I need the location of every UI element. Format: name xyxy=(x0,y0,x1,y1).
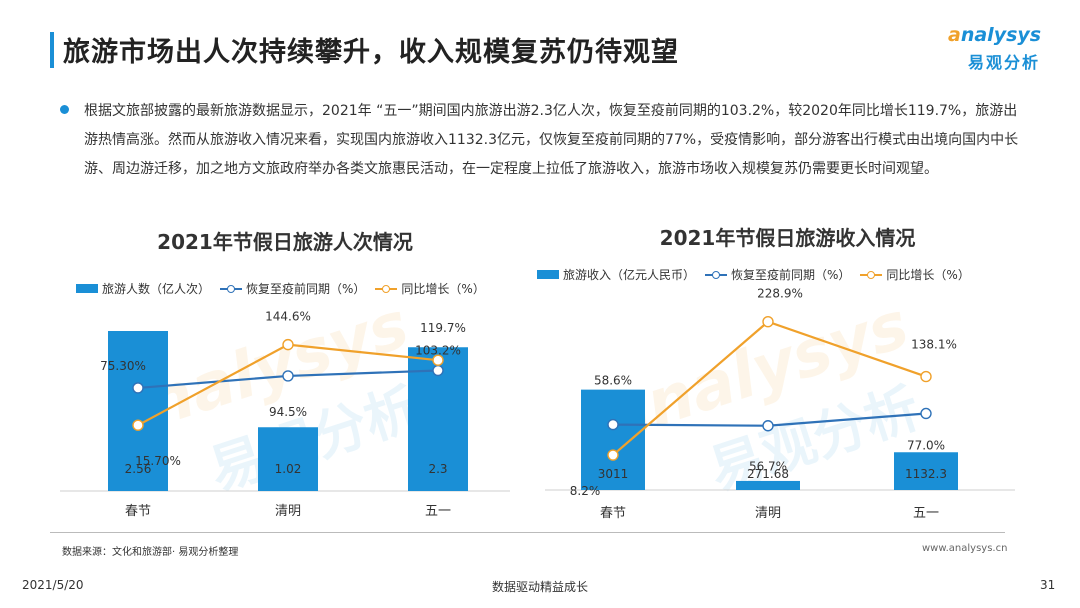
bar-value-label-1: 271.68 xyxy=(747,467,789,481)
recovery-point-0 xyxy=(132,382,144,394)
bar-value-label-0: 2.56 xyxy=(125,462,152,476)
recovery-point-2 xyxy=(920,407,932,420)
recovery-point-1 xyxy=(762,420,774,432)
growth-value-label-2: 119.7% xyxy=(420,321,466,335)
growth-point-0 xyxy=(607,449,619,461)
category-label-2: 五一 xyxy=(913,506,939,521)
page-title: 旅游市场出人次持续攀升，收入规模复苏仍待观望 xyxy=(63,37,679,68)
growth-value-label-1: 228.9% xyxy=(757,287,803,301)
legend-recovery-label: 恢复至疫前同期（%） xyxy=(731,268,851,282)
legend-recovery-swatch xyxy=(705,270,728,279)
logo-chinese: 易观分析 xyxy=(968,53,1041,72)
website-link[interactable]: www.analysys.cn xyxy=(922,543,1008,554)
logo-wordmark: analysys xyxy=(948,24,1042,46)
growth-point-0 xyxy=(132,419,144,431)
report-date: 2021/5/20 xyxy=(22,578,84,592)
growth-line xyxy=(612,320,927,456)
bar-value-label-1: 1.02 xyxy=(275,462,302,476)
recovery-value-label-2: 103.2% xyxy=(415,344,461,358)
category-label-0: 春节 xyxy=(125,504,151,519)
recovery-value-label-0: 58.6% xyxy=(594,374,632,388)
growth-value-label-0: 15.70% xyxy=(135,454,181,468)
legend-growth-label: 同比增长（%） xyxy=(886,268,970,282)
growth-value-label-0: 8.2% xyxy=(570,484,601,498)
legend-bar-swatch xyxy=(537,270,559,279)
footer-slogan: 数据驱动精益成长 xyxy=(491,580,588,594)
left-chart-title: 2021年节假日旅游人次情况 xyxy=(157,230,413,254)
growth-point-1 xyxy=(762,316,774,328)
recovery-value-label-0: 75.30% xyxy=(100,359,146,373)
right-chart-legend: 旅游收入（亿元人民币） 恢复至疫前同期（%） 同比增长（%） xyxy=(537,266,980,283)
legend-bar-item: 旅游人数（亿人次） xyxy=(76,280,210,297)
recovery-value-label-1: 94.5% xyxy=(269,405,307,419)
growth-point-1 xyxy=(282,338,294,351)
category-label-2: 五一 xyxy=(425,504,451,519)
legend-recovery-label: 恢复至疫前同期（%） xyxy=(246,282,366,296)
recovery-value-label-2: 77.0% xyxy=(907,438,945,452)
bar-1 xyxy=(736,480,800,490)
left-chart-legend: 旅游人数（亿人次） 恢复至疫前同期（%） 同比增长（%） xyxy=(76,280,495,297)
bar-value-label-2: 1132.3 xyxy=(905,467,947,481)
legend-bar-label: 旅游收入（亿元人民币） xyxy=(563,268,696,282)
category-label-0: 春节 xyxy=(600,506,626,521)
legend-recovery-swatch xyxy=(220,284,243,293)
legend-growth-item: 同比增长（%） xyxy=(375,280,485,297)
category-label-1: 清明 xyxy=(755,506,781,521)
legend-growth-item: 同比增长（%） xyxy=(860,266,970,283)
summary-paragraph: 根据文旅部披露的最新旅游数据显示，2021年 “五一”期间国内旅游出游2.3亿人… xyxy=(84,103,1019,177)
legend-bar-swatch xyxy=(76,284,98,293)
legend-recovery-item: 恢复至疫前同期（%） xyxy=(220,280,365,297)
bar-value-label-0: 3011 xyxy=(598,467,629,481)
recovery-point-2 xyxy=(432,364,444,377)
legend-recovery-item: 恢复至疫前同期（%） xyxy=(705,266,850,283)
recovery-value-label-1: 56.7% xyxy=(749,460,787,474)
bar-value-label-2: 2.3 xyxy=(428,462,447,476)
legend-bar-label: 旅游人数（亿人次） xyxy=(102,282,211,296)
growth-value-label-1: 144.6% xyxy=(265,310,311,324)
data-source: 数据来源：文化和旅游部· 易观分析整理 xyxy=(62,547,239,558)
growth-point-2 xyxy=(432,354,444,366)
legend-growth-label: 同比增长（%） xyxy=(401,282,485,296)
growth-value-label-2: 138.1% xyxy=(911,338,957,352)
legend-growth-swatch xyxy=(860,270,883,279)
footer-divider xyxy=(50,532,1005,533)
bullet-icon xyxy=(60,105,69,114)
legend-bar-item: 旅游收入（亿元人民币） xyxy=(537,266,695,283)
bar-0 xyxy=(108,331,168,491)
page-number: 31 xyxy=(1040,578,1056,592)
analysys-logo: analysys 易观分析 xyxy=(948,24,1060,74)
bar-1 xyxy=(258,427,318,491)
recovery-point-1 xyxy=(282,370,294,382)
title-accent-bar xyxy=(50,32,54,68)
category-label-1: 清明 xyxy=(275,504,301,519)
right-chart-title: 2021年节假日旅游收入情况 xyxy=(659,226,916,250)
legend-growth-swatch xyxy=(375,284,398,293)
recovery-point-0 xyxy=(607,418,619,431)
bar-2 xyxy=(894,452,958,490)
growth-point-2 xyxy=(920,370,932,383)
right-combo-chart: 3011 271.68 1132.3 春节 清明 五一 58.6% 56.7% 77.0% 8.2… xyxy=(545,287,1015,521)
bar-0 xyxy=(581,389,645,490)
left-combo-chart: 2.56 1.02 2.3 春节 清明 五一 75.30% 94.5% 103.2% 15.70%… xyxy=(60,310,510,519)
